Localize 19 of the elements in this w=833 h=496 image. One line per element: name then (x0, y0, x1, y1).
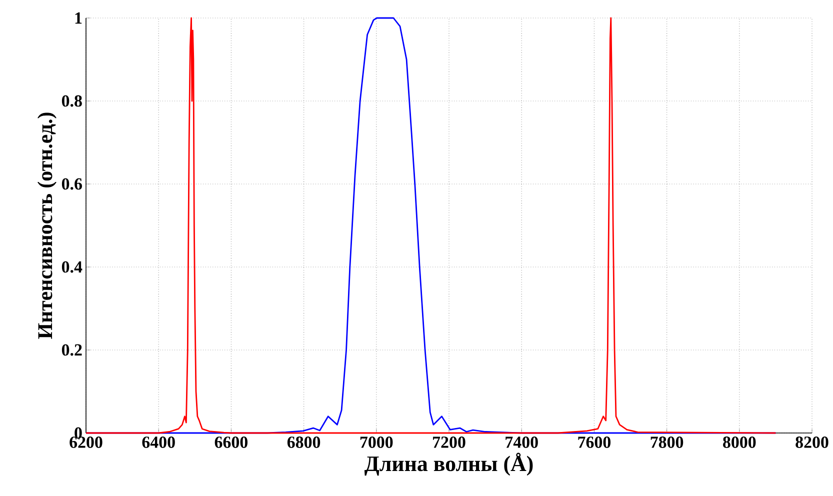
y-tick-label: 1 (75, 12, 82, 24)
x-axis-title: Длина волны (Å) (364, 452, 533, 476)
x-tick-label: 6800 (287, 436, 320, 448)
x-tick-label: 7800 (650, 436, 684, 448)
x-tick-label: 7400 (506, 436, 538, 448)
x-tick-label: 6400 (142, 436, 175, 448)
y-tick-label: 0.8 (62, 95, 82, 107)
x-tick-label: 8000 (723, 436, 756, 448)
x-tick-label: 8200 (796, 436, 828, 448)
y-tick-label: 0.4 (62, 261, 82, 273)
x-tick-label: 6600 (214, 436, 248, 448)
y-tick-label: 0.6 (62, 178, 82, 190)
x-tick-label: 6200 (70, 436, 102, 448)
y-tick-label: 0 (74, 427, 82, 439)
y-tick-label: 0.2 (62, 344, 82, 356)
x-tick-label: 7200 (433, 436, 466, 448)
x-tick-label: 7600 (578, 436, 610, 448)
y-axis-title: Интенсивность (отн.ед.) (38, 112, 56, 339)
x-tick-label: 7000 (360, 436, 393, 448)
